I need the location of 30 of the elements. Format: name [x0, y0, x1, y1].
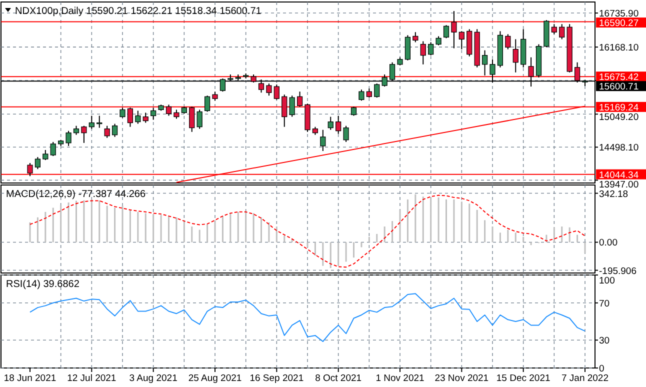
y-tick-label: 30 [599, 336, 610, 347]
y-tick-label: 0.00 [599, 238, 618, 249]
y-tick-label: 13947.00 [599, 179, 639, 190]
chart-title: MACD(12,26,9) -77.387 44.266 [6, 189, 146, 200]
x-tick-label: 8 Oct 2021 [315, 373, 362, 384]
ref-line-label: 15169.24 [599, 102, 639, 114]
y-tick-label: 0 [599, 364, 604, 374]
x-tick-label: 23 Nov 2021 [434, 373, 489, 384]
y-tick-label: 16735.90 [599, 8, 639, 20]
y-tick-label: 14498.10 [599, 142, 639, 154]
x-tick-label: 15 Dec 2021 [496, 373, 550, 384]
y-tick-label: 342.18 [599, 188, 628, 200]
x-tick-label: 18 Jun 2021 [4, 373, 56, 384]
y-tick-label: -195.906 [599, 266, 637, 277]
x-tick-label: 25 Aug 2021 [188, 373, 242, 384]
x-tick-label: 7 Jan 2022 [561, 373, 609, 384]
y-tick-label: 15049.20 [599, 112, 639, 123]
x-tick-label: 1 Nov 2021 [376, 373, 424, 384]
y-tick-label: 16168.10 [599, 42, 639, 54]
x-tick-label: 12 Jul 2021 [67, 373, 116, 384]
chart-title: RSI(14) 39.6862 [6, 279, 80, 290]
y-tick-label: 70 [599, 298, 610, 310]
ref-line-label: 16590.27 [599, 18, 639, 30]
chart-title: NDX100p,Daily 15590.21 15622.21 15518.34 15600.71 [15, 6, 262, 17]
ref-line-label: 14044.34 [599, 170, 639, 181]
ref-line-label: 15675.42 [599, 72, 639, 84]
ref-line-label: 15600.71 [599, 82, 639, 93]
x-tick-label: 3 Aug 2021 [129, 373, 178, 384]
x-tick-label: 16 Sep 2021 [250, 373, 304, 384]
y-tick-label: 100 [599, 275, 615, 286]
